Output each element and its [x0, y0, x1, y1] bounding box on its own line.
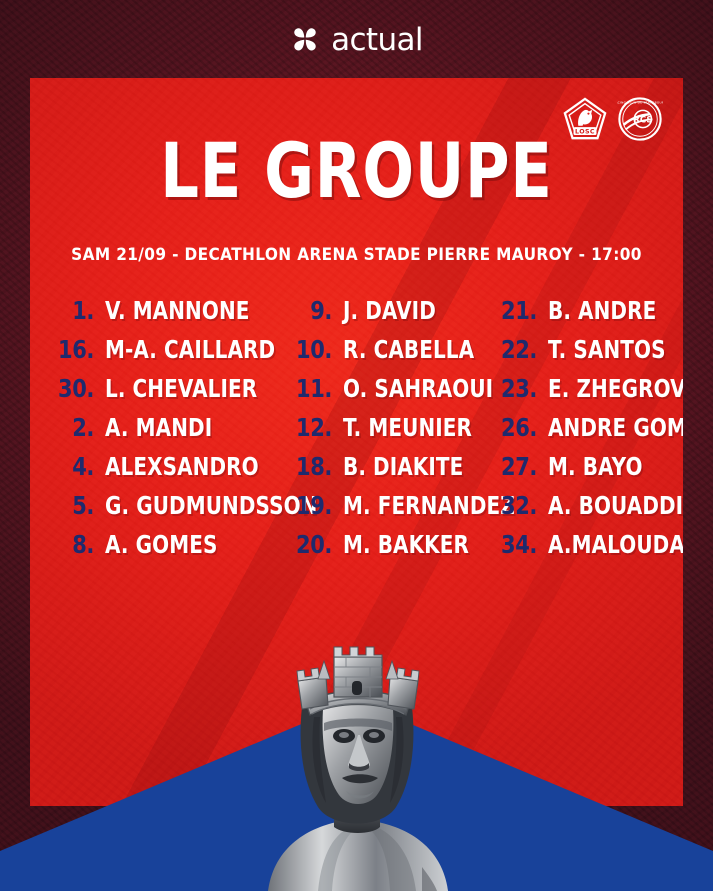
clover-icon: [294, 28, 316, 51]
player-name: G. GUDMUNDSSON: [105, 491, 318, 520]
player-name: ANDRE GOMES: [548, 413, 683, 442]
player-number: 21.: [501, 296, 537, 325]
player-number: 22.: [501, 335, 537, 364]
player-name: B. ANDRE: [548, 296, 657, 325]
squad-column-1: 1. V. MANNONE 16. M-A. CAILLARD 30. L. CHEV…: [48, 298, 317, 571]
player-row: 12. T. MEUNIER: [286, 415, 491, 454]
player-name: T. MEUNIER: [343, 413, 473, 442]
player-row: 9. J. DAVID: [286, 298, 491, 337]
player-row: 16. M-A. CAILLARD: [48, 337, 286, 376]
svg-text:RCS: RCS: [633, 115, 652, 125]
player-row: 22. T. SANTOS: [491, 337, 681, 376]
svg-text:RACING CLUB DE STRASBOURG: RACING CLUB DE STRASBOURG: [617, 100, 663, 104]
squad-column-3: 21.B. ANDRE 22.T. SANTOS 23.E. ZHEGROVA …: [491, 298, 683, 571]
player-row: 26. ANDRE GOMES: [491, 413, 683, 454]
player-number: 5.: [72, 491, 94, 520]
player-row: 5. G. GUDMUNDSSON: [48, 491, 317, 532]
player-number: 12.: [296, 413, 332, 442]
player-row: 2. A. MANDI: [48, 415, 286, 454]
player-row: 21. B. ANDRE: [491, 298, 681, 337]
player-row: 1. V. MANNONE: [48, 298, 286, 337]
player-number: 4.: [72, 452, 94, 481]
brand-wordmark: actual: [331, 21, 423, 58]
player-number: 26.: [501, 413, 537, 442]
page-title: LE GROUPE: [160, 126, 553, 215]
player-name: T. SANTOS: [548, 335, 666, 364]
match-details: SAM 21/09 - DECATHLON ARENA STADE PIERRE…: [71, 245, 642, 264]
player-row: 32. A. BOUADDI: [491, 491, 683, 532]
player-number: 20.: [296, 530, 332, 559]
player-number: 32.: [501, 491, 537, 520]
player-number: 16.: [58, 335, 94, 364]
player-number: 8.: [72, 530, 94, 559]
player-name: O. SAHRAOUI: [343, 374, 494, 403]
main-panel: LOSC RCS RACING CLUB DE STRASBOURG LE GR…: [30, 78, 683, 806]
player-row: 8. A. GOMES: [48, 532, 286, 571]
player-number: 2.: [72, 413, 94, 442]
player-row: 34. A.MALOUDA: [491, 530, 683, 571]
brand-bar: actual: [0, 16, 713, 62]
player-name: M-A. CAILLARD: [105, 335, 276, 364]
player-number: 9.: [310, 296, 332, 325]
player-name: A.MALOUDA: [548, 530, 683, 559]
player-row: 11. O. SAHRAOUI: [286, 374, 494, 415]
player-number: 30.: [58, 374, 94, 403]
player-name: L. CHEVALIER: [105, 374, 258, 403]
player-row: 20. M. BAKKER: [286, 532, 491, 571]
losc-crest-icon: LOSC: [563, 97, 607, 140]
player-row: 10. R. CABELLA: [286, 337, 491, 376]
player-name: B. DIAKITE: [343, 452, 464, 481]
player-name: A. BOUADDI: [548, 491, 683, 520]
rcs-crest-icon: RCS RACING CLUB DE STRASBOURG: [617, 97, 663, 141]
player-name: A. MANDI: [105, 413, 213, 442]
player-row: 4. ALEXSANDRO: [48, 454, 286, 493]
player-name: J. DAVID: [343, 296, 436, 325]
player-number: 27.: [501, 452, 537, 481]
player-name: M. BAYO: [548, 452, 643, 481]
player-number: 18.: [296, 452, 332, 481]
player-name: V. MANNONE: [105, 296, 250, 325]
player-row: 30. L. CHEVALIER: [48, 376, 286, 415]
player-row: 19. M. FERNANDEZ: [286, 491, 515, 532]
player-number: 11.: [296, 374, 332, 403]
squad-column-2: 9. J. DAVID 10. R. CABELLA 11. O. SAHRAOUI …: [286, 298, 515, 571]
player-row: 27. M. BAYO: [491, 454, 681, 493]
crest-group: LOSC RCS RACING CLUB DE STRASBOURG: [562, 96, 663, 142]
player-number: 1.: [72, 296, 94, 325]
svg-text:LOSC: LOSC: [575, 128, 595, 135]
player-name: R. CABELLA: [343, 335, 475, 364]
player-row: 18. B. DIAKITE: [286, 454, 491, 493]
player-number: 23.: [501, 374, 537, 403]
player-number: 10.: [296, 335, 332, 364]
player-name: M. FERNANDEZ: [343, 491, 515, 520]
player-number: 34.: [501, 530, 537, 559]
player-number: 19.: [296, 491, 332, 520]
player-row: 23. E. ZHEGROVA: [491, 374, 683, 415]
player-name: ALEXSANDRO: [105, 452, 259, 481]
player-name: E. ZHEGROVA: [548, 374, 683, 403]
player-name: M. BAKKER: [343, 530, 469, 559]
squad-list: 1. V. MANNONE 16. M-A. CAILLARD 30. L. CHEV…: [30, 298, 683, 571]
player-name: A. GOMES: [105, 530, 218, 559]
